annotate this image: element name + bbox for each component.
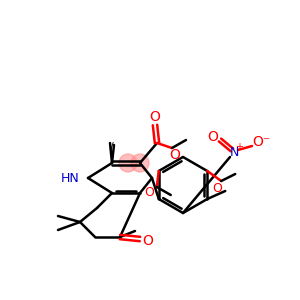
Circle shape xyxy=(131,154,149,172)
Text: HN: HN xyxy=(60,172,79,184)
Text: O: O xyxy=(212,182,222,196)
Text: O: O xyxy=(150,110,160,124)
Text: O⁻: O⁻ xyxy=(252,135,270,149)
Text: O: O xyxy=(169,148,180,162)
Text: O: O xyxy=(142,234,153,248)
Circle shape xyxy=(119,154,137,172)
Text: /: / xyxy=(110,142,114,152)
Text: O: O xyxy=(208,130,218,144)
Text: O: O xyxy=(144,187,154,200)
Text: N: N xyxy=(229,146,239,158)
Text: +: + xyxy=(235,142,243,152)
